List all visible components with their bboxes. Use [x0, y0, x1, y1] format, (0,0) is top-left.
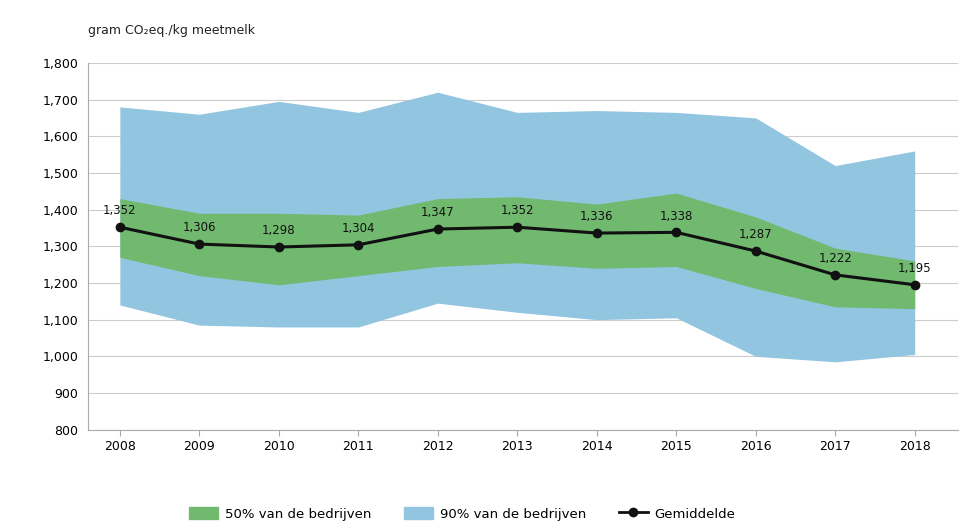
Text: 1,336: 1,336 — [579, 210, 613, 223]
Legend: 50% van de bedrijven, 90% van de bedrijven, Gemiddelde: 50% van de bedrijven, 90% van de bedrijv… — [184, 502, 740, 524]
Text: 1,195: 1,195 — [897, 262, 930, 275]
Text: 1,352: 1,352 — [103, 204, 137, 217]
Text: 1,222: 1,222 — [818, 252, 851, 265]
Text: 1,298: 1,298 — [262, 224, 295, 237]
Text: 1,287: 1,287 — [739, 228, 772, 242]
Text: 1,347: 1,347 — [420, 206, 454, 220]
Text: 1,304: 1,304 — [341, 222, 374, 235]
Text: gram CO₂eq./kg meetmelk: gram CO₂eq./kg meetmelk — [88, 24, 255, 37]
Text: 1,352: 1,352 — [500, 204, 533, 217]
Text: 1,338: 1,338 — [658, 210, 693, 223]
Text: 1,306: 1,306 — [183, 221, 216, 234]
